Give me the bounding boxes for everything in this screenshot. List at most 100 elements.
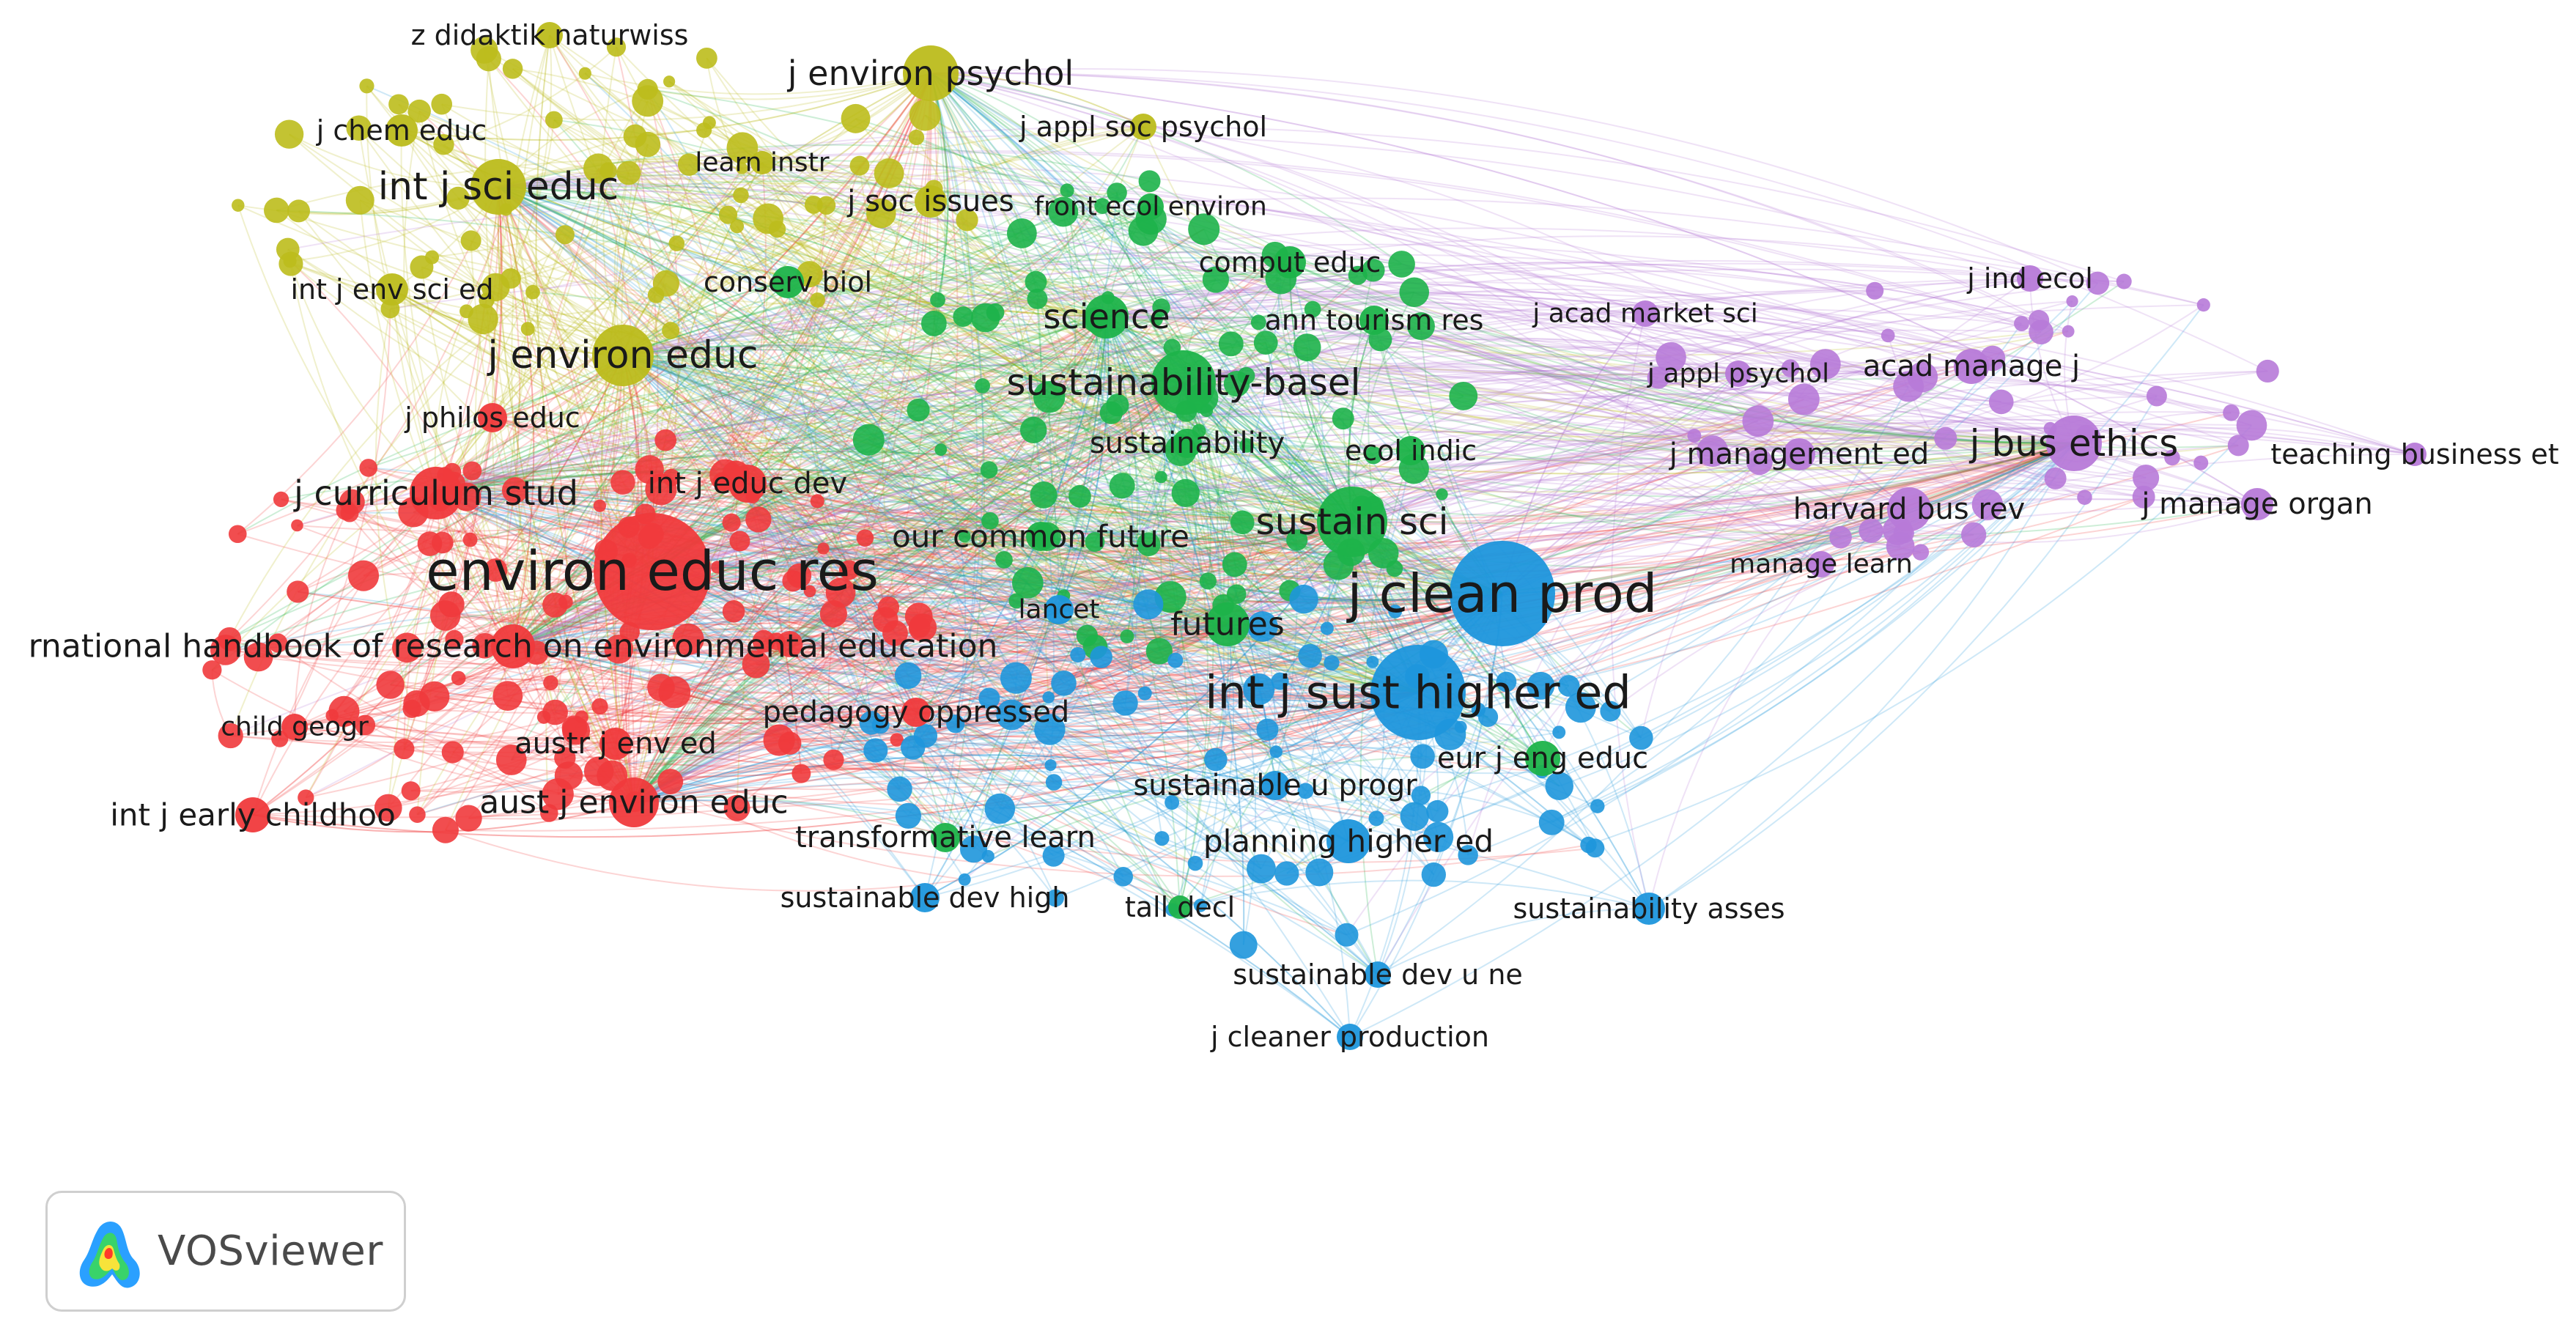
network-edge bbox=[487, 59, 653, 572]
node-our_common_future[interactable] bbox=[1026, 522, 1055, 551]
node-ann_tourism_res[interactable] bbox=[1359, 306, 1389, 335]
node-sustainable_dev_high[interactable] bbox=[910, 883, 940, 912]
node-sustainable_dev_u_ne[interactable] bbox=[1365, 961, 1391, 988]
node-j_chem_educ[interactable] bbox=[385, 114, 418, 147]
network-edge bbox=[452, 73, 931, 753]
node-manage_learn[interactable] bbox=[1808, 551, 1834, 577]
node-futures[interactable] bbox=[1206, 602, 1250, 646]
network-edge bbox=[1417, 461, 1760, 693]
node-science[interactable] bbox=[1085, 295, 1129, 339]
node-j_ind_ecol[interactable] bbox=[2017, 265, 2043, 292]
node-j_environ_educ[interactable] bbox=[592, 325, 654, 386]
node-sustainable_u_progr[interactable] bbox=[1261, 771, 1290, 800]
node-sustainability[interactable] bbox=[1173, 429, 1202, 458]
network-edge bbox=[1036, 281, 1162, 309]
network-edge bbox=[365, 593, 1503, 745]
network-edge bbox=[351, 501, 900, 790]
node-comput_educ[interactable] bbox=[1274, 246, 1306, 278]
network-edge bbox=[1417, 373, 1739, 693]
node-z_didaktik_naturwiss[interactable] bbox=[536, 22, 563, 48]
network-edge bbox=[1106, 314, 1800, 455]
node-acad_manage_j[interactable] bbox=[1954, 349, 1989, 384]
network-edge bbox=[945, 382, 1184, 838]
label-sustainability_asses: sustainability asses bbox=[1513, 893, 1785, 925]
node-learn_instr[interactable] bbox=[750, 151, 774, 174]
network-edge bbox=[287, 249, 446, 616]
node-ecol_indic[interactable] bbox=[1396, 436, 1425, 465]
node-j_soc_issues[interactable] bbox=[915, 185, 947, 218]
node-j_manage_organ[interactable] bbox=[2241, 488, 2273, 520]
network-edge bbox=[505, 209, 1543, 759]
network-edge bbox=[633, 297, 1109, 803]
network-edge bbox=[930, 73, 2258, 505]
node-aust_j_environ_educ[interactable] bbox=[609, 777, 659, 827]
node-j_cleaner_production[interactable] bbox=[1337, 1024, 1363, 1050]
node-j_curriculum_stud[interactable] bbox=[410, 467, 462, 520]
network-bubble bbox=[268, 633, 288, 653]
network-edge bbox=[982, 385, 1503, 594]
network-bubble bbox=[2066, 295, 2078, 308]
network-edge bbox=[1227, 339, 1381, 625]
network-edge bbox=[391, 289, 1228, 625]
node-eur_j_eng_educ[interactable] bbox=[1525, 741, 1560, 776]
node-j_management_ed[interactable] bbox=[1783, 438, 1815, 470]
network-edge bbox=[652, 355, 1672, 572]
network-bubble bbox=[995, 551, 1013, 569]
node-j_appl_soc_psychol[interactable] bbox=[1130, 114, 1156, 140]
node-front_ecol_environ[interactable] bbox=[1137, 193, 1164, 220]
node-lancet[interactable] bbox=[1044, 595, 1074, 624]
label-j_manage_organ: j manage organ bbox=[2141, 487, 2372, 521]
node-intl_handbook[interactable] bbox=[491, 624, 535, 668]
network-edge bbox=[605, 136, 918, 552]
network-edge bbox=[777, 228, 1841, 539]
label-j_bus_ethics: j bus ethics bbox=[1969, 422, 2179, 465]
network-bubble bbox=[953, 306, 974, 328]
node-int_j_sust_higher_ed[interactable] bbox=[1370, 645, 1466, 740]
node-planning_higher_ed[interactable] bbox=[1326, 819, 1370, 863]
node-j_appl_psychol[interactable] bbox=[1725, 361, 1752, 387]
network-bubble bbox=[409, 806, 426, 823]
network-edge bbox=[628, 396, 1049, 528]
node-j_philos_educ[interactable] bbox=[478, 403, 507, 432]
node-sustain_sci[interactable] bbox=[1317, 487, 1387, 557]
network-bubble bbox=[325, 709, 339, 723]
node-teaching_business_et[interactable] bbox=[2403, 443, 2426, 466]
network-edge bbox=[930, 73, 948, 324]
network-edge bbox=[230, 590, 1291, 748]
node-tall_decl[interactable] bbox=[1168, 895, 1192, 919]
network-edge bbox=[452, 186, 502, 484]
network-edge bbox=[622, 355, 1419, 693]
node-sustainability_asses[interactable] bbox=[1633, 893, 1665, 925]
network-bubble bbox=[803, 585, 816, 598]
network-edge bbox=[298, 210, 926, 737]
node-int_j_educ_dev[interactable] bbox=[728, 465, 767, 503]
node-j_bus_ethics[interactable] bbox=[2046, 415, 2102, 471]
node-austr_j_env_ed[interactable] bbox=[599, 728, 632, 760]
network-edge bbox=[665, 283, 1419, 693]
network-edge bbox=[736, 226, 1228, 625]
node-child_geogr[interactable] bbox=[281, 714, 308, 740]
node-j_acad_market_sci[interactable] bbox=[1632, 300, 1658, 327]
network-edge bbox=[622, 289, 2252, 426]
node-conserv_biol[interactable] bbox=[772, 266, 804, 298]
network-edge bbox=[633, 206, 1151, 803]
network-labels: environ educ res j clean prod int j sust h… bbox=[29, 19, 2559, 1053]
node-int_j_sci_educ[interactable] bbox=[470, 159, 526, 215]
node-transformative_learn[interactable] bbox=[931, 823, 960, 852]
node-int_j_env_sci_ed[interactable] bbox=[376, 273, 408, 306]
node-j_clean_prod[interactable] bbox=[1450, 541, 1555, 646]
network-edge bbox=[945, 316, 1107, 838]
network-bubble bbox=[894, 662, 922, 690]
node-sustainability_basel[interactable] bbox=[1151, 350, 1216, 415]
network-edge bbox=[622, 355, 1186, 494]
node-pedagogy_oppressed[interactable] bbox=[901, 698, 931, 727]
network-edge bbox=[652, 316, 1107, 572]
network-bubble bbox=[874, 158, 904, 188]
node-environ_educ_res[interactable] bbox=[594, 513, 711, 630]
node-j_environ_psychol[interactable] bbox=[903, 45, 959, 101]
network-edge bbox=[1351, 366, 1972, 522]
network-edge bbox=[1100, 382, 1184, 658]
node-harvard_bus_rev[interactable] bbox=[1887, 487, 1931, 531]
network-edge bbox=[1265, 342, 1299, 786]
node-int_j_early_childhoo[interactable] bbox=[235, 797, 270, 832]
